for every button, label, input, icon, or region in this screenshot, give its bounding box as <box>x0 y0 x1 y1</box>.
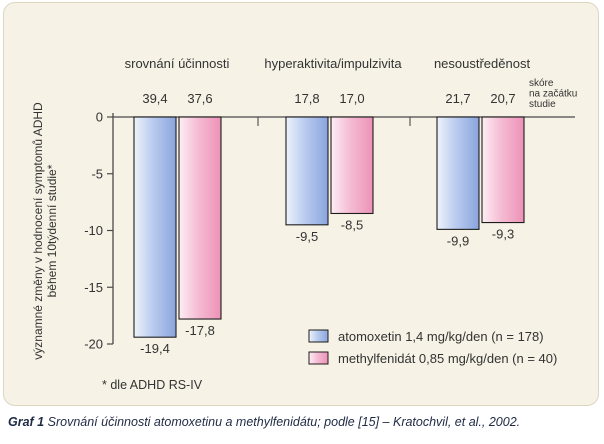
category-label-1: srovnání účinnosti <box>125 56 230 71</box>
y-tick-label-3: -15 <box>84 280 103 295</box>
footnote: * dle ADHD RS-IV <box>102 378 203 392</box>
bar-s2-c2 <box>330 116 374 215</box>
baseline-label-s1-c3: 21,7 <box>445 91 470 106</box>
value-label-s2-c1: -17,8 <box>185 323 215 338</box>
value-label-s1-c2: -9,5 <box>296 229 318 244</box>
baseline-label-s2-c1: 37,6 <box>187 91 212 106</box>
baseline-label-s2-c2: 17,0 <box>339 91 364 106</box>
baseline-note-line-3: studie <box>529 99 556 110</box>
category-label-2: hyperaktivita/impulzivita <box>264 56 402 71</box>
y-tick-label-0: 0 <box>96 110 103 125</box>
y-tick-label-1: -5 <box>91 166 103 181</box>
baseline-label-s2-c3: 20,7 <box>490 91 515 106</box>
value-label-s2-c3: -9,3 <box>492 227 514 242</box>
y-tick-label-2: -10 <box>84 223 103 238</box>
category-label-3: nesoustředěnost <box>434 56 531 71</box>
bar-s2-c3 <box>481 116 525 224</box>
caption-label: Graf 1 <box>8 415 45 429</box>
bar-s1-c1 <box>133 116 177 338</box>
legend-label-s2: methylfenidát 0,85 mg/kg/den (n = 40) <box>338 351 557 366</box>
baseline-label-s1-c1: 39,4 <box>142 91 167 106</box>
figure-caption: Graf 1 Srovnání účinnosti atomoxetinu a … <box>8 415 520 429</box>
value-label-s1-c3: -9,9 <box>447 233 469 248</box>
legend-label-s1: atomoxetin 1,4 mg/kg/den (n = 178) <box>338 329 544 344</box>
y-tick-label-4: -20 <box>84 337 103 352</box>
value-label-s2-c2: -8,5 <box>341 217 363 232</box>
value-label-s1-c1: -19,4 <box>140 341 170 356</box>
legend-swatch-s2 <box>308 351 329 365</box>
bar-s1-c3 <box>436 116 480 230</box>
baseline-note-line-2: na začátku <box>529 89 577 100</box>
bar-s1-c2 <box>285 116 329 226</box>
baseline-note-line-1: skóre <box>529 78 554 89</box>
bar-s2-c1 <box>178 116 222 320</box>
baseline-label-s1-c2: 17,8 <box>294 91 319 106</box>
caption-text: Srovnání účinnosti atomoxetinu a methylf… <box>47 415 521 429</box>
y-axis-title-line-2: během 10týdenní studie* <box>45 164 59 297</box>
legend-swatch-s1 <box>308 329 329 343</box>
y-axis-title-line-1: významné změny v hodnocení symptomů ADHD <box>31 102 45 360</box>
